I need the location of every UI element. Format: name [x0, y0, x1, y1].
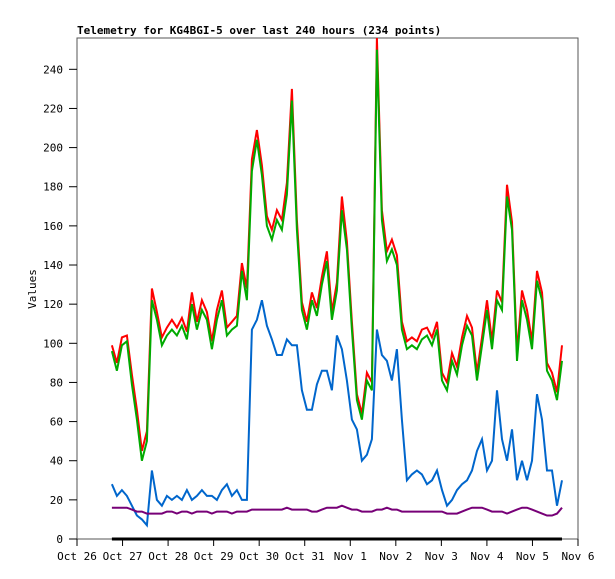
x-tick-label: Oct 29	[194, 550, 234, 563]
x-tick-label: Nov 5	[516, 550, 549, 563]
y-tick-label: 140	[43, 259, 63, 272]
y-axis: 0 20 40 60 80 100 120 140 160 180 200 220 240	[43, 63, 77, 546]
x-axis: Oct 26 Oct 27 Oct 28 Oct 29 Oct 30 Oct 31 Nov …	[57, 539, 595, 563]
x-tick-label: Oct 31	[285, 550, 325, 563]
x-tick-label: Nov 4	[470, 550, 503, 563]
y-tick-label: 180	[43, 181, 63, 194]
y-tick-label: 80	[50, 376, 63, 389]
x-tick-label: Nov 3	[425, 550, 458, 563]
series-line-red	[110, 37, 563, 452]
series-line-green	[110, 49, 563, 461]
chart-title: Telemetry for KG4BGI-5 over last 240 hou…	[77, 24, 441, 37]
x-tick-label: Oct 28	[148, 550, 188, 563]
y-tick-label: 60	[50, 416, 63, 429]
x-tick-label: Nov 2	[379, 550, 412, 563]
x-tick-label: Nov 6	[561, 550, 594, 563]
y-tick-label: 40	[50, 455, 63, 468]
y-tick-label: 160	[43, 220, 63, 233]
y-tick-label: 220	[43, 102, 63, 115]
y-tick-label: 100	[43, 337, 63, 350]
x-tick-label: Oct 30	[239, 550, 279, 563]
series-group	[110, 37, 563, 541]
y-tick-label: 0	[56, 533, 63, 546]
series-line-purple	[111, 504, 563, 517]
x-tick-label: Nov 1	[334, 550, 367, 563]
y-tick-label: 240	[43, 63, 63, 76]
y-tick-label: 120	[43, 298, 63, 311]
y-tick-label: 20	[50, 494, 63, 507]
y-tick-label: 200	[43, 142, 63, 155]
y-axis-label: Values	[26, 269, 39, 309]
series-line-blue	[110, 299, 563, 528]
x-tick-label: Oct 26	[57, 550, 97, 563]
x-tick-label: Oct 27	[103, 550, 143, 563]
